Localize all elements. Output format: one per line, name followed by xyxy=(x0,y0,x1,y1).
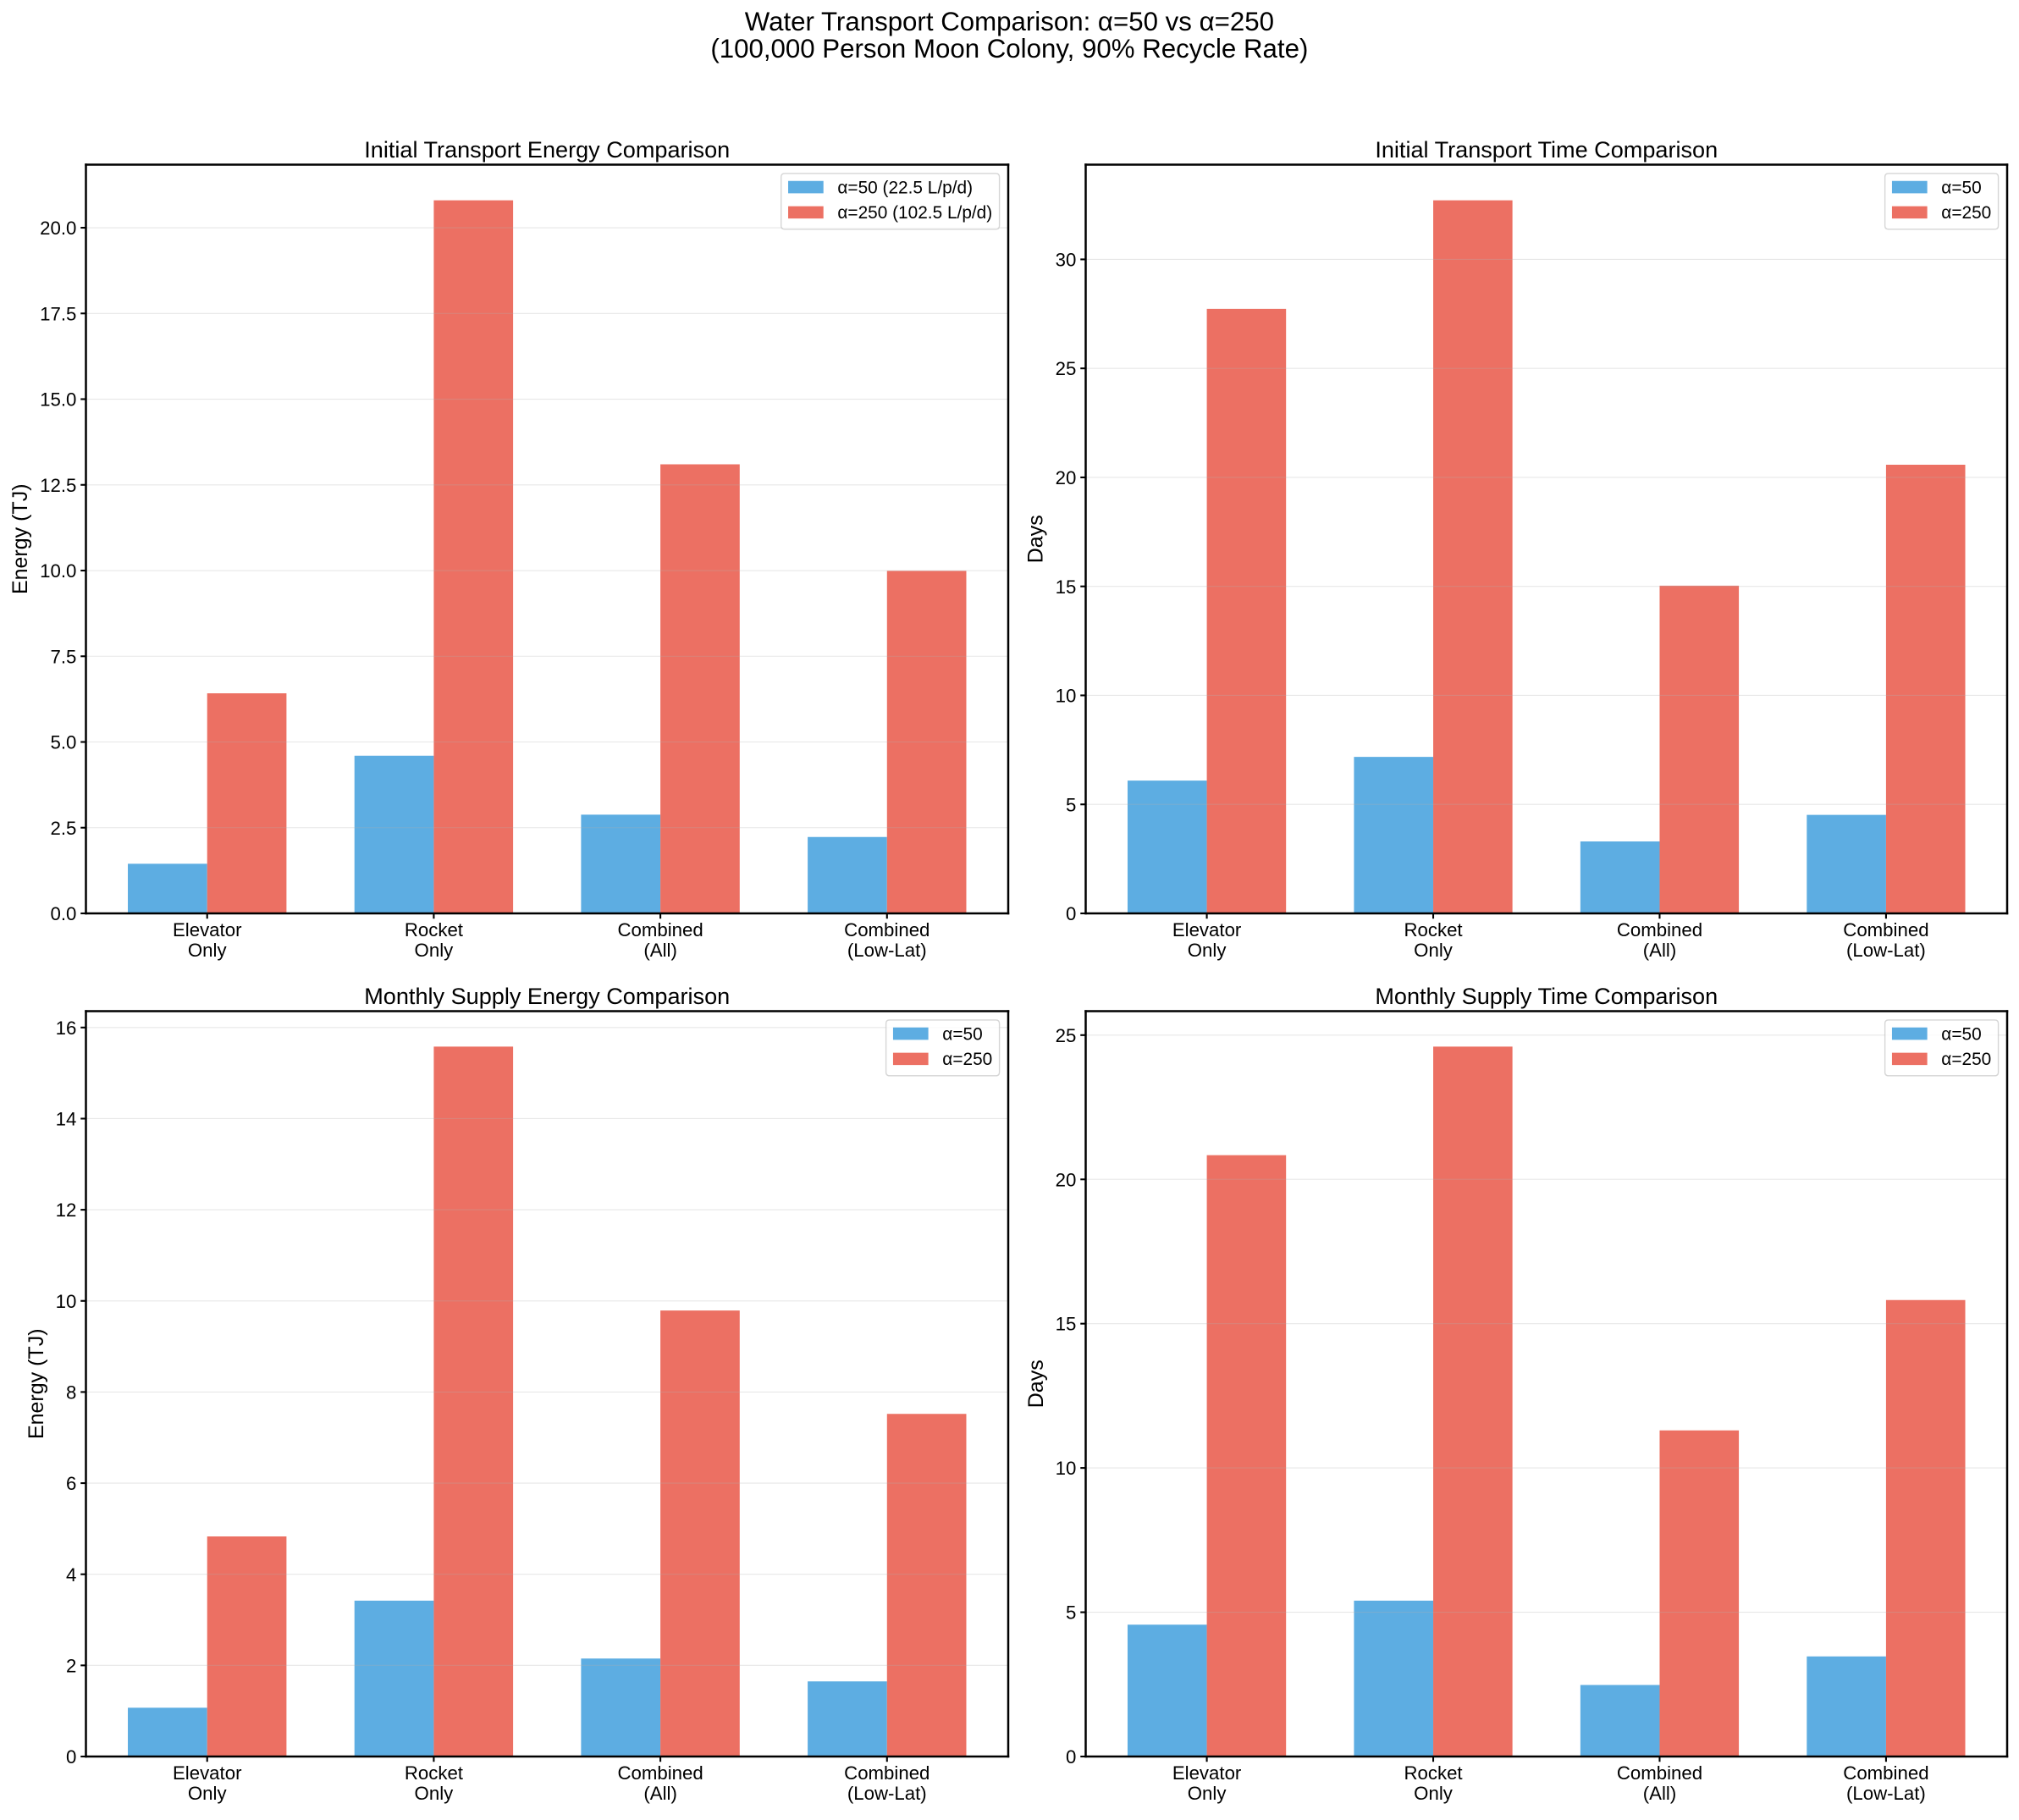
svg-text:Combined: Combined xyxy=(844,919,930,940)
svg-text:12.5: 12.5 xyxy=(40,475,76,496)
svg-text:16: 16 xyxy=(56,1018,77,1039)
svg-text:α=250: α=250 xyxy=(1941,1050,1991,1069)
svg-text:α=250: α=250 xyxy=(1941,203,1991,223)
svg-text:Elevator: Elevator xyxy=(173,1762,242,1784)
svg-text:(Low-Lat): (Low-Lat) xyxy=(1846,1783,1926,1804)
svg-text:0: 0 xyxy=(66,1746,76,1768)
svg-text:15: 15 xyxy=(1056,576,1077,598)
svg-text:Combined: Combined xyxy=(1617,919,1702,940)
svg-text:α=50: α=50 xyxy=(1941,178,1981,197)
svg-text:Days: Days xyxy=(1024,1359,1048,1408)
svg-text:Initial Transport Time Compari: Initial Transport Time Comparison xyxy=(1375,136,1718,163)
svg-text:Combined: Combined xyxy=(1843,1762,1928,1784)
svg-text:Initial Transport Energy Compa: Initial Transport Energy Comparison xyxy=(364,136,730,163)
svg-text:4: 4 xyxy=(66,1564,76,1586)
svg-text:α=50 (22.5 L/p/d): α=50 (22.5 L/p/d) xyxy=(837,178,973,197)
svg-text:20: 20 xyxy=(1056,1169,1077,1190)
svg-text:Combined: Combined xyxy=(617,1762,703,1784)
svg-text:2.5: 2.5 xyxy=(50,818,76,839)
svg-text:Rocket: Rocket xyxy=(405,919,464,940)
svg-text:(Low-Lat): (Low-Lat) xyxy=(1846,940,1926,961)
svg-text:(All): (All) xyxy=(1643,940,1677,961)
svg-text:Combined: Combined xyxy=(844,1762,930,1784)
svg-text:17.5: 17.5 xyxy=(40,303,76,324)
svg-text:Energy (TJ): Energy (TJ) xyxy=(25,1328,48,1439)
svg-text:10: 10 xyxy=(56,1291,77,1312)
svg-text:Only: Only xyxy=(415,1783,455,1804)
svg-text:Energy (TJ): Energy (TJ) xyxy=(8,483,32,594)
svg-text:7.5: 7.5 xyxy=(50,646,76,667)
svg-text:(All): (All) xyxy=(1643,1783,1677,1804)
svg-text:20.0: 20.0 xyxy=(40,218,76,239)
svg-text:12: 12 xyxy=(56,1200,77,1221)
svg-text:Elevator: Elevator xyxy=(1172,1762,1242,1784)
svg-text:Days: Days xyxy=(1024,515,1048,563)
svg-text:Only: Only xyxy=(1188,940,1227,961)
svg-text:Only: Only xyxy=(1188,1783,1227,1804)
svg-text:Combined: Combined xyxy=(617,919,703,940)
svg-text:Only: Only xyxy=(415,940,455,961)
svg-text:30: 30 xyxy=(1056,249,1077,270)
svg-text:5: 5 xyxy=(1066,1602,1076,1624)
svg-text:5.0: 5.0 xyxy=(50,732,76,753)
svg-text:α=250 (102.5 L/p/d): α=250 (102.5 L/p/d) xyxy=(837,203,992,223)
svg-text:0: 0 xyxy=(1066,1746,1076,1768)
svg-text:Combined: Combined xyxy=(1617,1762,1702,1784)
svg-text:(All): (All) xyxy=(643,940,677,961)
svg-text:6: 6 xyxy=(66,1473,76,1494)
svg-text:15.0: 15.0 xyxy=(40,389,76,411)
svg-text:Water Transport Comparison: α=: Water Transport Comparison: α=50 vs α=25… xyxy=(745,7,1274,36)
svg-text:(100,000 Person Moon Colony, 9: (100,000 Person Moon Colony, 90% Recycle… xyxy=(710,34,1308,63)
svg-text:14: 14 xyxy=(56,1109,77,1130)
svg-text:α=50: α=50 xyxy=(942,1024,982,1044)
svg-text:Rocket: Rocket xyxy=(405,1762,464,1784)
svg-text:Elevator: Elevator xyxy=(1172,919,1242,940)
svg-text:Elevator: Elevator xyxy=(173,919,242,940)
svg-text:10: 10 xyxy=(1056,686,1077,707)
svg-text:Rocket: Rocket xyxy=(1404,919,1463,940)
svg-text:(Low-Lat): (Low-Lat) xyxy=(847,1783,927,1804)
svg-text:15: 15 xyxy=(1056,1314,1077,1335)
svg-text:10.0: 10.0 xyxy=(40,560,76,582)
svg-text:Only: Only xyxy=(1414,1783,1454,1804)
svg-text:Rocket: Rocket xyxy=(1404,1762,1463,1784)
svg-text:Monthly Supply Energy Comparis: Monthly Supply Energy Comparison xyxy=(364,983,730,1009)
svg-text:Only: Only xyxy=(188,940,228,961)
svg-text:0.0: 0.0 xyxy=(50,903,76,924)
svg-text:25: 25 xyxy=(1056,358,1077,379)
svg-text:2: 2 xyxy=(66,1655,76,1676)
svg-text:5: 5 xyxy=(1066,794,1076,815)
svg-text:Only: Only xyxy=(1414,940,1454,961)
svg-text:8: 8 xyxy=(66,1382,76,1403)
svg-text:(Low-Lat): (Low-Lat) xyxy=(847,940,927,961)
svg-text:10: 10 xyxy=(1056,1458,1077,1479)
svg-text:Only: Only xyxy=(188,1783,228,1804)
svg-text:α=250: α=250 xyxy=(942,1050,992,1069)
svg-text:Monthly Supply Time Comparison: Monthly Supply Time Comparison xyxy=(1375,983,1718,1009)
svg-text:0: 0 xyxy=(1066,903,1076,924)
svg-text:(All): (All) xyxy=(643,1783,677,1804)
svg-text:20: 20 xyxy=(1056,467,1077,488)
svg-text:α=50: α=50 xyxy=(1941,1024,1981,1044)
svg-text:25: 25 xyxy=(1056,1025,1077,1046)
svg-text:Combined: Combined xyxy=(1843,919,1928,940)
